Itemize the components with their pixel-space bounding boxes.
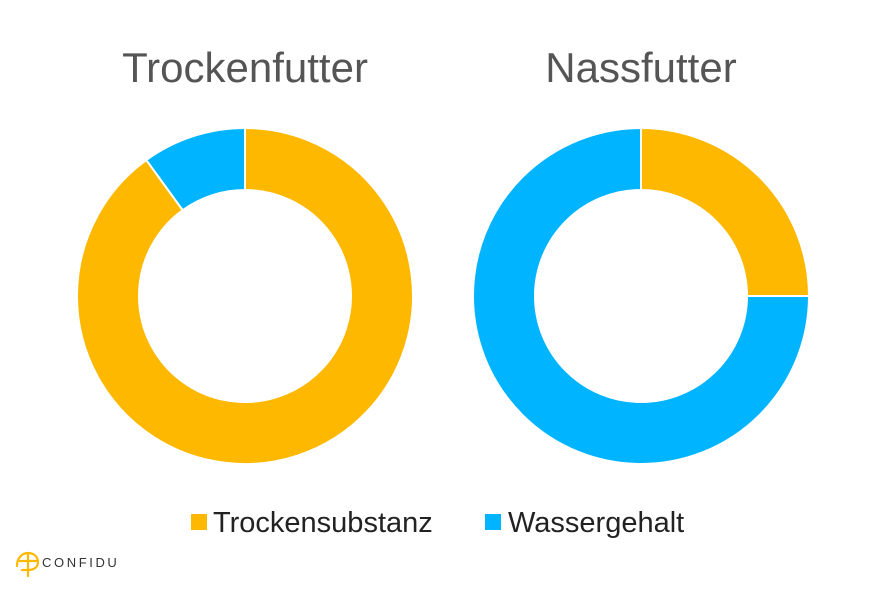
legend-label-wassergehalt: Wassergehalt <box>508 507 684 539</box>
confidu-logo-icon <box>15 551 40 578</box>
legend-swatch-wassergehalt <box>485 514 501 530</box>
donut-chart-trockenfutter: Trockenfutter <box>76 44 414 465</box>
donut-slices-nassfutter <box>472 126 811 465</box>
chart-title-trockenfutter: Trockenfutter <box>122 44 368 91</box>
donut-slice-trockenfutter-trockensubstanz <box>76 126 414 465</box>
chart-title-nassfutter: Nassfutter <box>545 44 736 91</box>
donut-chart-nassfutter: Nassfutter <box>472 44 811 465</box>
legend-label-trockensubstanz: Trockensubstanz <box>213 507 433 539</box>
donut-slice-nassfutter-trockensubstanz <box>640 126 811 297</box>
legend-swatch-trockensubstanz <box>191 514 207 530</box>
donut-slice-nassfutter-wassergehalt <box>472 126 811 465</box>
chart-legend: Trockensubstanz Wassergehalt <box>191 507 684 539</box>
confidu-logo: CONFIDU <box>15 551 119 578</box>
donut-slices-trockenfutter <box>76 126 414 465</box>
confidu-logo-text: CONFIDU <box>42 555 119 570</box>
